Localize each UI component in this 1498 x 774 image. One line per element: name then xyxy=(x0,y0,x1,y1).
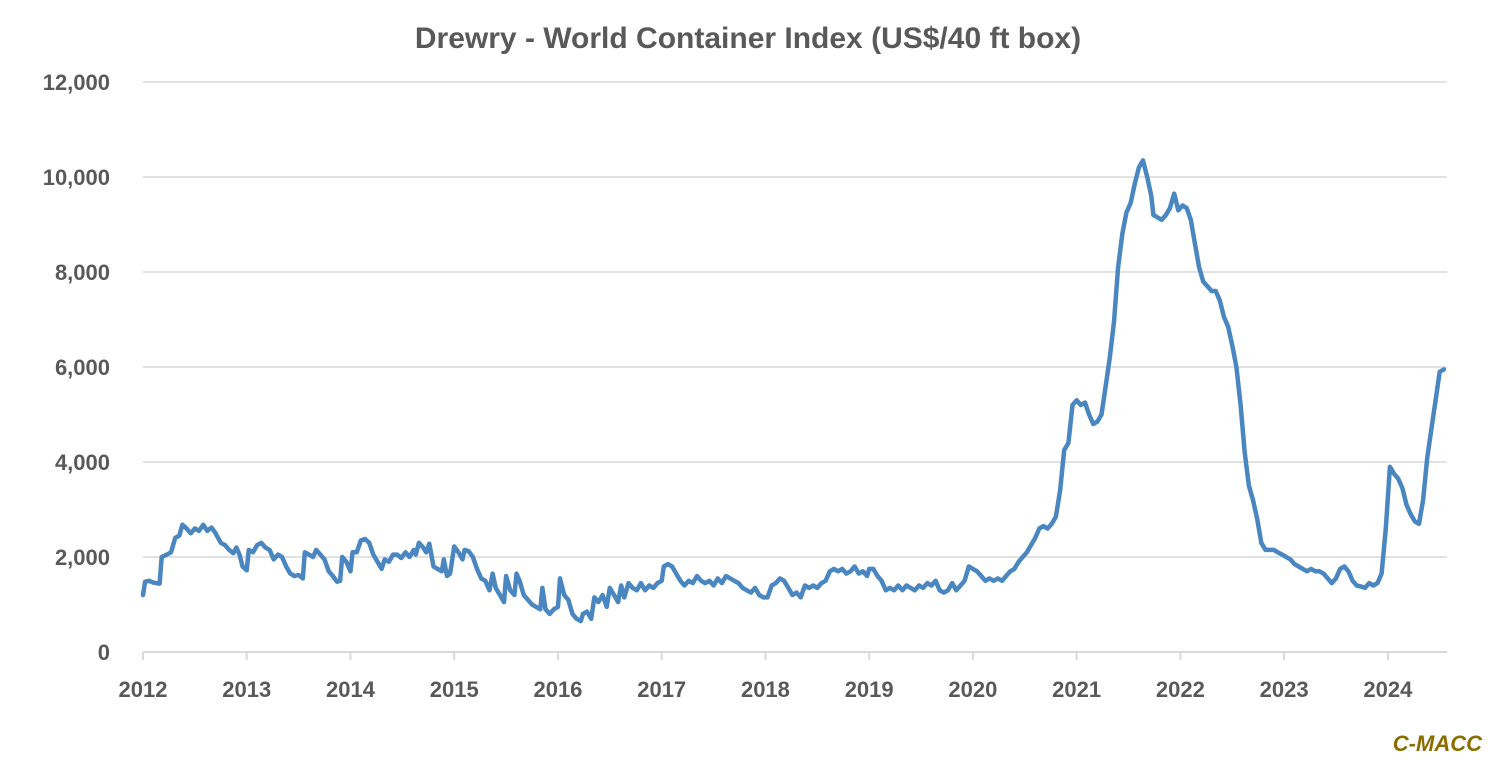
series-line xyxy=(140,158,1447,624)
y-tick-label: 0 xyxy=(98,640,110,665)
y-tick-label: 12,000 xyxy=(43,70,110,95)
x-tick-label: 2022 xyxy=(1156,677,1205,702)
x-tick-label: 2012 xyxy=(119,677,168,702)
y-tick-label: 2,000 xyxy=(55,545,110,570)
x-tick-label: 2016 xyxy=(533,677,582,702)
series-layer xyxy=(140,158,1447,624)
y-tick-label: 10,000 xyxy=(43,165,110,190)
grid xyxy=(143,81,1447,653)
x-tick-label: 2017 xyxy=(637,677,686,702)
x-tick-label: 2015 xyxy=(430,677,479,702)
x-tick-label: 2020 xyxy=(948,677,997,702)
y-tick-label: 8,000 xyxy=(55,260,110,285)
x-tick-label: 2014 xyxy=(326,677,376,702)
x-tick-label: 2013 xyxy=(222,677,271,702)
x-tick-label: 2024 xyxy=(1363,677,1413,702)
x-axis-ticks: 2012 2013 2014 2015 2016 2017 2018 2019 2020 2021… xyxy=(119,652,1413,702)
y-axis-ticks: 0 2,000 4,000 6,000 8,000 10,000 12,000 xyxy=(43,70,110,665)
source-credit: C-MACC xyxy=(1392,731,1482,756)
y-tick-label: 4,000 xyxy=(55,450,110,475)
chart-title: Drewry - World Container Index (US$/40 f… xyxy=(415,22,1081,55)
x-tick-label: 2021 xyxy=(1052,677,1101,702)
y-tick-label: 6,000 xyxy=(55,355,110,380)
x-tick-label: 2023 xyxy=(1260,677,1309,702)
x-tick-label: 2019 xyxy=(845,677,894,702)
x-tick-label: 2018 xyxy=(741,677,790,702)
